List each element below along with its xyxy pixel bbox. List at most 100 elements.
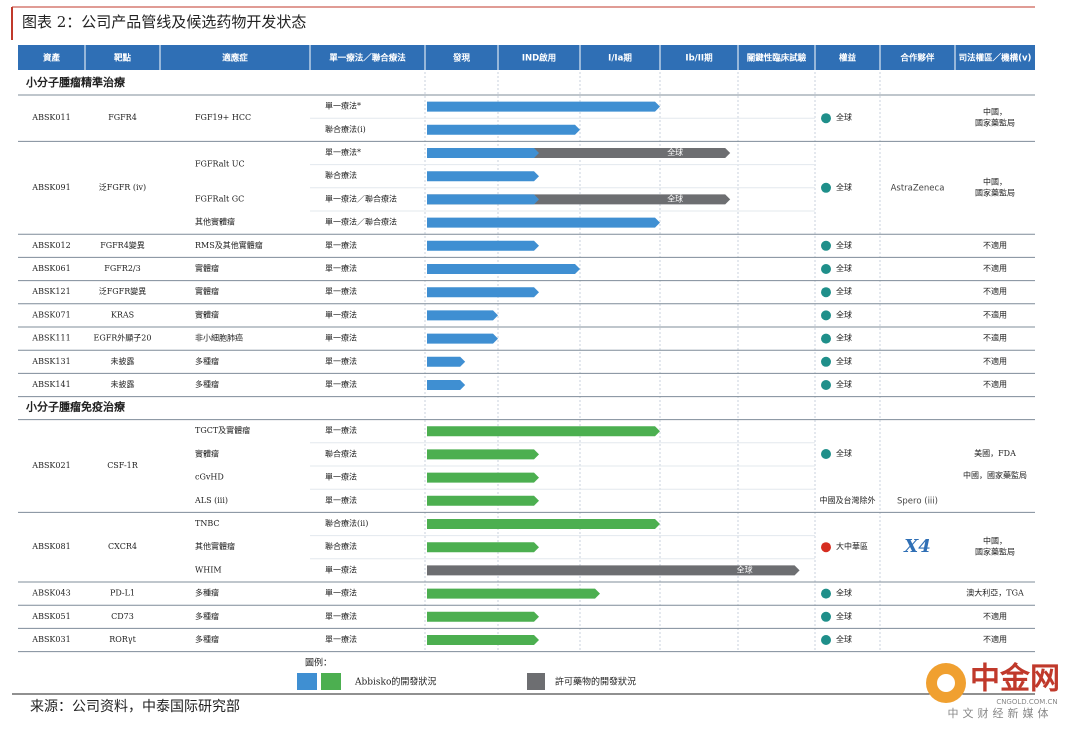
indication: FGFRalt UC [195,160,245,169]
pipeline-bar [427,635,539,645]
asset: ABSK111 [31,334,70,343]
indication: TGCT及實體瘤 [195,425,250,435]
pipeline-bar [427,495,539,506]
jurisdiction: 不適用 [983,240,1007,250]
indication: WHIM [195,565,222,574]
target: CXCR4 [108,542,137,551]
rights: 全球 [836,333,852,343]
header-row [18,45,1035,70]
rights: 全球 [836,588,852,598]
indication: FGF19+ HCC [195,113,251,122]
therapy: 單一療法* [325,147,361,157]
pipeline-bar [427,519,660,529]
jurisdiction: 中國， [983,176,1007,186]
jurisdiction: 不適用 [983,611,1007,621]
rights: 全球 [836,286,852,296]
pipeline-bar [427,333,498,344]
indication: 實體瘤 [195,286,219,296]
target: PD-L1 [110,589,135,598]
rights: 全球 [836,263,852,273]
therapy: 單一療法 [325,425,357,435]
therapy: 單一療法 [325,495,357,505]
indication: ALS (iii) [194,496,228,505]
therapy: 單一療法 [325,286,357,296]
rights-icon [821,611,831,622]
rights: 全球 [836,356,852,366]
jurisdiction: 不適用 [983,634,1007,644]
therapy: 單一療法 [325,611,357,621]
header-cell: I/Ia期 [608,53,632,64]
watermark-site: CNGOLD.COM.CN [996,698,1057,706]
rights-icon [821,264,831,274]
asset: ABSK021 [31,461,70,470]
therapy: 單一療法 [325,309,357,319]
target: 泛FGFR變異 [99,286,147,296]
jurisdiction: 不適用 [983,263,1007,273]
jurisdiction: 中國， [983,107,1007,117]
pipeline-bar [427,426,660,437]
target: FGFR4 [108,113,137,122]
therapy: 聯合療法(ii) [325,518,368,528]
therapy: 聯合療法 [325,448,357,458]
pipeline-bar [427,611,539,622]
rights-icon [821,113,831,124]
indication: 實體瘤 [195,309,219,319]
header-cell: 司法權區／機構(v) [959,53,1032,64]
rights-icon [821,240,831,251]
rights-note: 中國及台灣除外 [820,495,876,505]
rights: 全球 [836,240,852,250]
pipeline-bar [427,217,660,228]
legend-own: Abbisko的開發狀況 [354,676,436,688]
target: 泛FGFR (iv) [99,182,146,192]
asset: ABSK081 [31,542,70,551]
header-cell: 適應症 [222,53,248,64]
watermark-brand: 中金网 [970,662,1060,697]
rights: 全球 [836,634,852,644]
therapy: 單一療法／聯合療法 [325,217,397,227]
rights-icon [821,542,831,553]
indication: FGFRalt GC [195,194,244,203]
pipeline-bar [427,124,580,135]
pipeline-bar [427,565,800,576]
jurisdiction: 不適用 [983,309,1007,319]
target: KRAS [111,310,134,319]
rights-icon [821,182,831,193]
header-cell: 單一療法／聯合療法 [329,53,406,64]
jurisdiction: 不適用 [983,379,1007,389]
rights-icon [821,356,831,367]
pipeline-bar [427,356,466,367]
legend-licensed: 許可藥物的開發狀況 [555,676,636,688]
rights: 全球 [836,182,852,192]
pipeline-bar [427,264,580,274]
target: 未披露 [111,379,135,389]
rights: 全球 [836,379,852,389]
asset: ABSK061 [31,264,70,273]
partner: Spero (iii) [897,496,938,506]
indication: 多種瘤 [195,634,219,644]
target: RORγt [109,635,136,644]
pipeline-bar [427,287,539,298]
therapy: 聯合療法 [325,541,357,551]
therapy: 單一療法 [325,472,357,482]
rights-icon [821,380,831,390]
legend-swatch [297,673,317,690]
rights: 全球 [836,448,852,458]
legend-swatch [527,673,545,690]
therapy: 單一療法 [325,240,357,250]
indication: cGvHD [195,473,224,482]
asset: ABSK043 [31,589,70,598]
header-cell: 資產 [42,53,61,64]
therapy: 單一療法 [325,379,357,389]
legend-swatch [321,673,341,690]
pipeline-bar [427,148,539,158]
rights-icon [821,310,831,321]
target: 未披露 [111,356,135,366]
indication: 多種瘤 [195,611,219,621]
therapy: 單一療法* [325,101,361,111]
header-cell: 權益 [839,53,857,64]
therapy: 單一療法 [325,263,357,273]
indication: 其他實體瘤 [195,541,235,551]
rights: 全球 [836,309,852,319]
therapy: 單一療法 [325,333,357,343]
